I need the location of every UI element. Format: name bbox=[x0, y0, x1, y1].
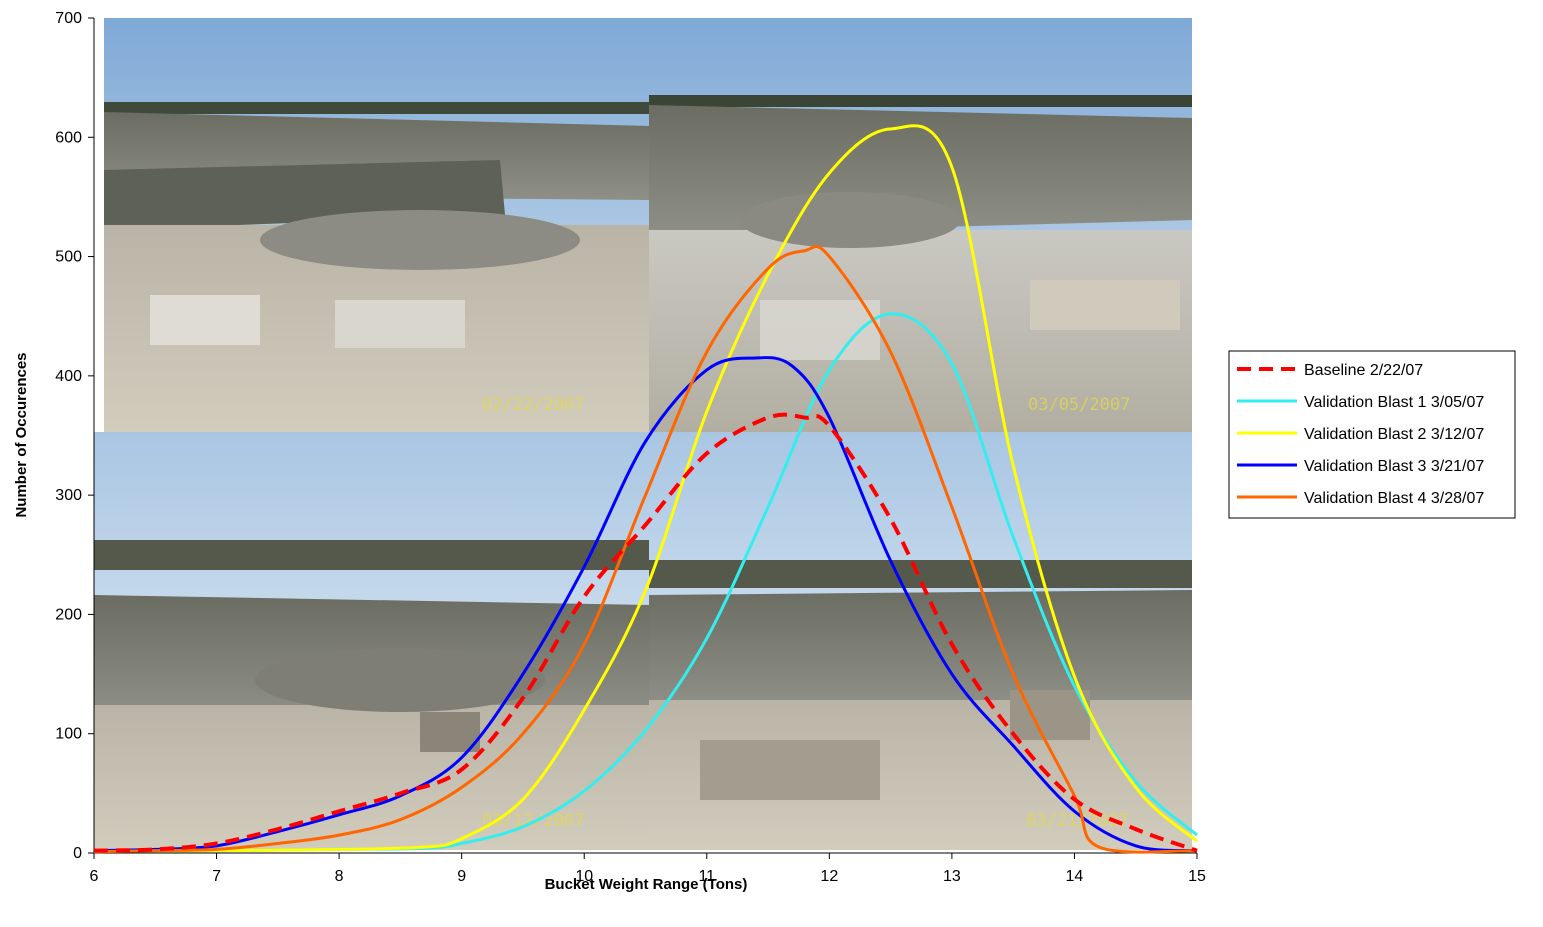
x-tick-label: 8 bbox=[335, 868, 344, 885]
y-tick-label: 300 bbox=[55, 487, 82, 504]
quarry-photo-bottom-left: 03/12/2007 bbox=[94, 432, 649, 850]
x-tick-label: 15 bbox=[1188, 868, 1206, 885]
legend-label: Validation Blast 3 3/21/07 bbox=[1304, 458, 1484, 475]
y-tick-label: 0 bbox=[73, 845, 82, 862]
quarry-photo-top-left: 02/22/2007 bbox=[104, 18, 649, 432]
legend: Baseline 2/22/07 Validation Blast 1 3/05/… bbox=[1228, 350, 1516, 519]
legend-label: Validation Blast 1 3/05/07 bbox=[1304, 394, 1484, 411]
y-tick-label: 700 bbox=[55, 10, 82, 27]
series-line-3 bbox=[93, 356, 1198, 853]
x-tick-label: 7 bbox=[212, 868, 221, 885]
x-tick-label: 10 bbox=[575, 868, 593, 885]
photo-date-stamp: 03/21/2007 bbox=[1026, 811, 1128, 831]
photo-date-stamp: 03/05/2007 bbox=[1028, 395, 1130, 415]
series-line-4 bbox=[93, 245, 1198, 854]
x-tick-label: 11 bbox=[698, 868, 715, 885]
axes bbox=[93, 18, 1197, 854]
x-tick-label: 13 bbox=[943, 868, 961, 885]
quarry-photo-bottom-right: 03/21/2007 bbox=[649, 432, 1192, 850]
x-tick-label: 12 bbox=[820, 868, 838, 885]
x-tick-label: 6 bbox=[90, 868, 99, 885]
quarry-photo-top-right: 03/05/2007 bbox=[649, 18, 1192, 432]
x-axis-title: Bucket Weight Range (Tons) bbox=[545, 876, 748, 893]
y-tick-label: 100 bbox=[55, 726, 82, 743]
legend-label: Baseline 2/22/07 bbox=[1304, 362, 1423, 379]
quarry-photo-collage: 02/22/2007 03/05/2007 03/12/2007 bbox=[94, 18, 1192, 850]
y-axis-title: Number of Occurences bbox=[13, 352, 30, 517]
photo-date-stamp: 02/22/2007 bbox=[482, 395, 584, 415]
y-tick-label: 400 bbox=[55, 368, 82, 385]
legend-label: Validation Blast 2 3/12/07 bbox=[1304, 426, 1484, 443]
y-tick-label: 500 bbox=[55, 249, 82, 266]
x-tick-label: 9 bbox=[457, 868, 466, 885]
series-lines bbox=[93, 124, 1198, 854]
legend-label: Validation Blast 4 3/28/07 bbox=[1304, 490, 1484, 507]
y-axis-ticks: 0 100 200 300 400 500 600 700 bbox=[55, 10, 94, 862]
y-tick-label: 200 bbox=[55, 606, 82, 623]
x-axis-ticks: 6 7 8 9 10 11 12 13 14 15 bbox=[90, 853, 1206, 885]
y-tick-label: 600 bbox=[55, 129, 82, 146]
x-tick-label: 14 bbox=[1066, 868, 1084, 885]
series-line-0 bbox=[93, 412, 1198, 853]
